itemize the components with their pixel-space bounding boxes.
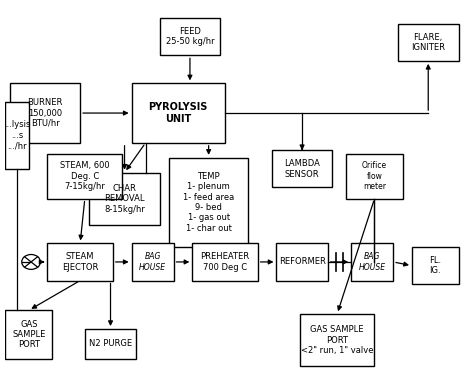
Text: GAS SAMPLE
PORT
<2" run, 1" valve: GAS SAMPLE PORT <2" run, 1" valve: [301, 325, 374, 355]
Text: PYROLYSIS
UNIT: PYROLYSIS UNIT: [148, 102, 208, 124]
FancyBboxPatch shape: [276, 243, 328, 280]
FancyBboxPatch shape: [47, 154, 122, 199]
FancyBboxPatch shape: [398, 24, 458, 61]
FancyBboxPatch shape: [346, 154, 402, 199]
Text: CHAR
REMOVAL
8-15kg/hr: CHAR REMOVAL 8-15kg/hr: [104, 184, 145, 214]
FancyBboxPatch shape: [132, 243, 173, 280]
Text: FEED
25-50 kg/hr: FEED 25-50 kg/hr: [165, 27, 214, 46]
Text: STEAM, 600
Deg. C
7-15kg/hr: STEAM, 600 Deg. C 7-15kg/hr: [60, 161, 109, 191]
FancyBboxPatch shape: [132, 83, 225, 143]
FancyBboxPatch shape: [160, 18, 220, 56]
FancyBboxPatch shape: [10, 83, 80, 143]
FancyBboxPatch shape: [5, 102, 29, 169]
Text: TEMP
1- plenum
1- feed area
9- bed
1- gas out
1- char out: TEMP 1- plenum 1- feed area 9- bed 1- ga…: [183, 172, 234, 233]
Text: FLARE,
IGNITER: FLARE, IGNITER: [411, 33, 445, 52]
Text: FL.
IG.: FL. IG.: [429, 256, 441, 275]
Text: LAMBDA
SENSOR: LAMBDA SENSOR: [284, 159, 320, 178]
Text: PREHEATER
700 Deg C: PREHEATER 700 Deg C: [201, 252, 249, 272]
FancyBboxPatch shape: [85, 329, 136, 359]
FancyBboxPatch shape: [47, 243, 113, 280]
FancyBboxPatch shape: [5, 310, 52, 359]
FancyBboxPatch shape: [90, 172, 160, 225]
Text: BAG
HOUSE: BAG HOUSE: [139, 252, 166, 272]
FancyBboxPatch shape: [272, 150, 332, 188]
Text: BAG
HOUSE: BAG HOUSE: [359, 252, 386, 272]
Text: REFORMER: REFORMER: [279, 258, 326, 267]
FancyBboxPatch shape: [351, 243, 393, 280]
FancyBboxPatch shape: [192, 243, 258, 280]
Text: BURNER
150,000
BTU/hr: BURNER 150,000 BTU/hr: [27, 98, 63, 128]
Text: Orifice
flow
meter: Orifice flow meter: [362, 161, 387, 191]
Text: ...lysis
...s
.../hr: ...lysis ...s .../hr: [4, 120, 30, 150]
Text: STEAM
EJECTOR: STEAM EJECTOR: [62, 252, 98, 272]
FancyBboxPatch shape: [169, 158, 248, 247]
Text: GAS
SAMPLE
PORT: GAS SAMPLE PORT: [12, 320, 46, 350]
FancyBboxPatch shape: [412, 247, 458, 284]
FancyBboxPatch shape: [300, 314, 374, 366]
Text: N2 PURGE: N2 PURGE: [89, 339, 132, 348]
